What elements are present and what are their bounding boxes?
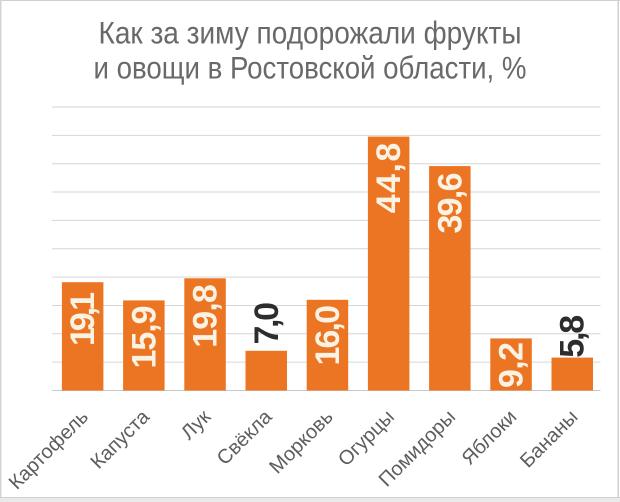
svg-text:9,2: 9,2 (493, 342, 531, 388)
svg-text:19,1: 19,1 (64, 292, 102, 346)
svg-text:и овощи в Ростовской области,: и овощи в Ростовской области, % (94, 50, 527, 86)
svg-text:44,8: 44,8 (370, 143, 408, 214)
svg-text:15,9: 15,9 (125, 306, 163, 369)
svg-text:5,8: 5,8 (554, 315, 592, 358)
svg-text:16,0: 16,0 (309, 305, 347, 366)
svg-text:Как за зиму подорожали фрукты: Как за зиму подорожали фрукты (99, 15, 522, 51)
svg-text:7,0: 7,0 (248, 302, 286, 345)
svg-text:19,8: 19,8 (187, 284, 225, 348)
svg-text:39,6: 39,6 (431, 172, 469, 233)
